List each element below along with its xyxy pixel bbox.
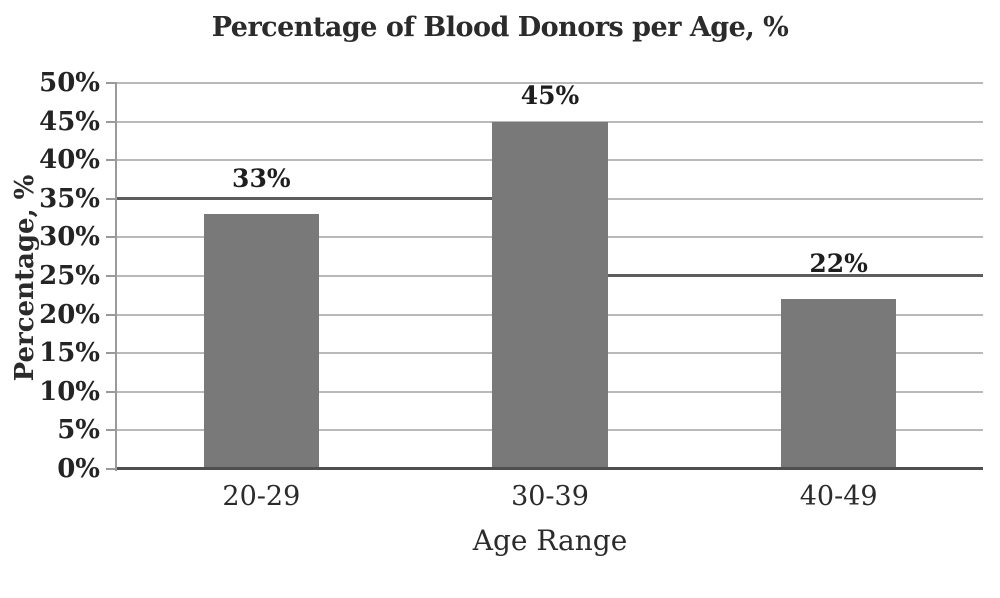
bar-value-label: 22% <box>809 248 868 278</box>
y-tick-mark <box>106 429 117 432</box>
bar-value-label: 45% <box>520 81 580 111</box>
y-tick-label: 15% <box>39 338 100 369</box>
y-tick-label: 5% <box>57 415 100 446</box>
y-tick-mark <box>106 82 117 84</box>
y-tick-label: 25% <box>39 261 100 291</box>
x-tick-label: 40-49 <box>799 481 878 512</box>
y-tick-label: 40% <box>39 145 100 176</box>
bar-value-label: 33% <box>232 163 291 193</box>
y-tick-label: 35% <box>39 183 100 214</box>
y-tick-mark <box>106 159 117 162</box>
y-tick-mark <box>106 275 117 277</box>
y-tick-label: 0% <box>57 454 100 484</box>
y-tick-label: 45% <box>39 106 100 137</box>
plot-area: 33% 45% 22% <box>117 81 983 470</box>
y-tick-mark <box>106 390 117 393</box>
bar-30-39 <box>492 121 608 469</box>
x-axis-title: Age Range <box>472 524 628 557</box>
y-axis-spine <box>115 83 117 471</box>
y-tick-mark <box>106 313 117 316</box>
y-tick-mark <box>106 197 117 200</box>
y-tick-mark <box>106 468 117 470</box>
y-tick-label: 20% <box>39 299 100 330</box>
emphasis-line <box>117 196 609 200</box>
bar-20-29 <box>203 214 319 469</box>
x-axis-spine <box>117 467 983 470</box>
bar-40-49 <box>781 299 897 469</box>
chart-title: Percentage of Blood Donors per Age, % <box>211 12 789 43</box>
x-tick-label: 30-39 <box>511 481 589 512</box>
y-tick-label: 10% <box>39 376 100 407</box>
y-tick-mark <box>106 236 117 239</box>
x-tick-label: 20-29 <box>222 481 301 512</box>
gridline <box>117 82 983 84</box>
emphasis-line <box>608 274 983 277</box>
y-tick-label: 30% <box>39 222 100 253</box>
y-tick-mark <box>106 120 117 123</box>
y-tick-label: 50% <box>39 68 100 98</box>
y-tick-mark <box>106 352 117 355</box>
